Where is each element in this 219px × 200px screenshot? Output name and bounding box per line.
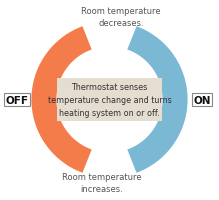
Text: ON: ON [193, 95, 211, 105]
Text: Room temperature
decreases.: Room temperature decreases. [81, 7, 161, 28]
Text: OFF: OFF [5, 95, 28, 105]
Text: Thermostat senses
temperature change and turns
heating system on or off.: Thermostat senses temperature change and… [48, 83, 171, 117]
Text: Room temperature
increases.: Room temperature increases. [62, 172, 142, 193]
FancyBboxPatch shape [57, 79, 162, 121]
